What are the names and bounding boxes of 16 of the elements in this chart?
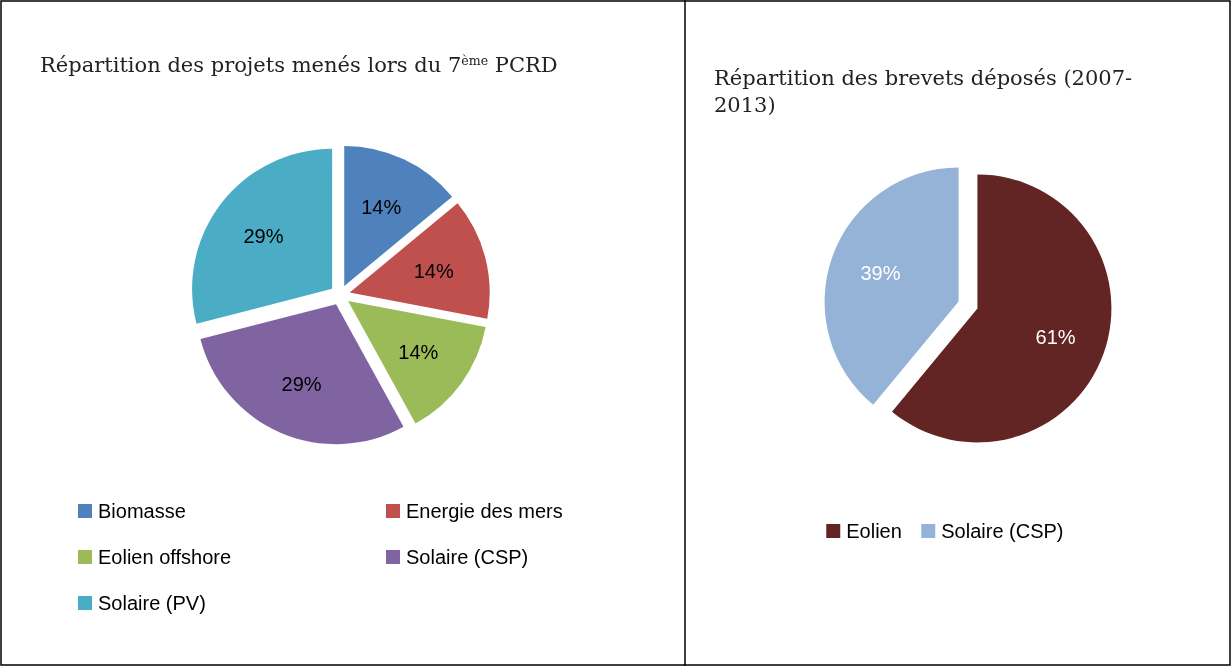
data-label: 29% [243,224,284,247]
legend-label: Eolien [846,520,902,542]
legend-label: Solaire (CSP) [406,546,529,568]
data-label: 14% [398,340,439,363]
legend-label: Solaire (CSP) [941,520,1064,542]
chart-title: Répartition des projets menés lors du 7$^{ème}$ PCRD [40,52,558,77]
legend-label: Eolien offshore [98,546,232,568]
legend-label: Biomasse [98,500,186,522]
legend-label: Energie des mers [406,500,563,522]
data-label: 14% [413,259,454,282]
data-label: 61% [1035,325,1076,348]
data-label: 39% [860,262,901,285]
data-label: 29% [281,372,322,395]
legend-label: Solaire (PV) [98,592,206,614]
chart-title: Répartition des brevets déposés (2007-2013) [714,66,1133,117]
data-label: 14% [361,196,402,219]
